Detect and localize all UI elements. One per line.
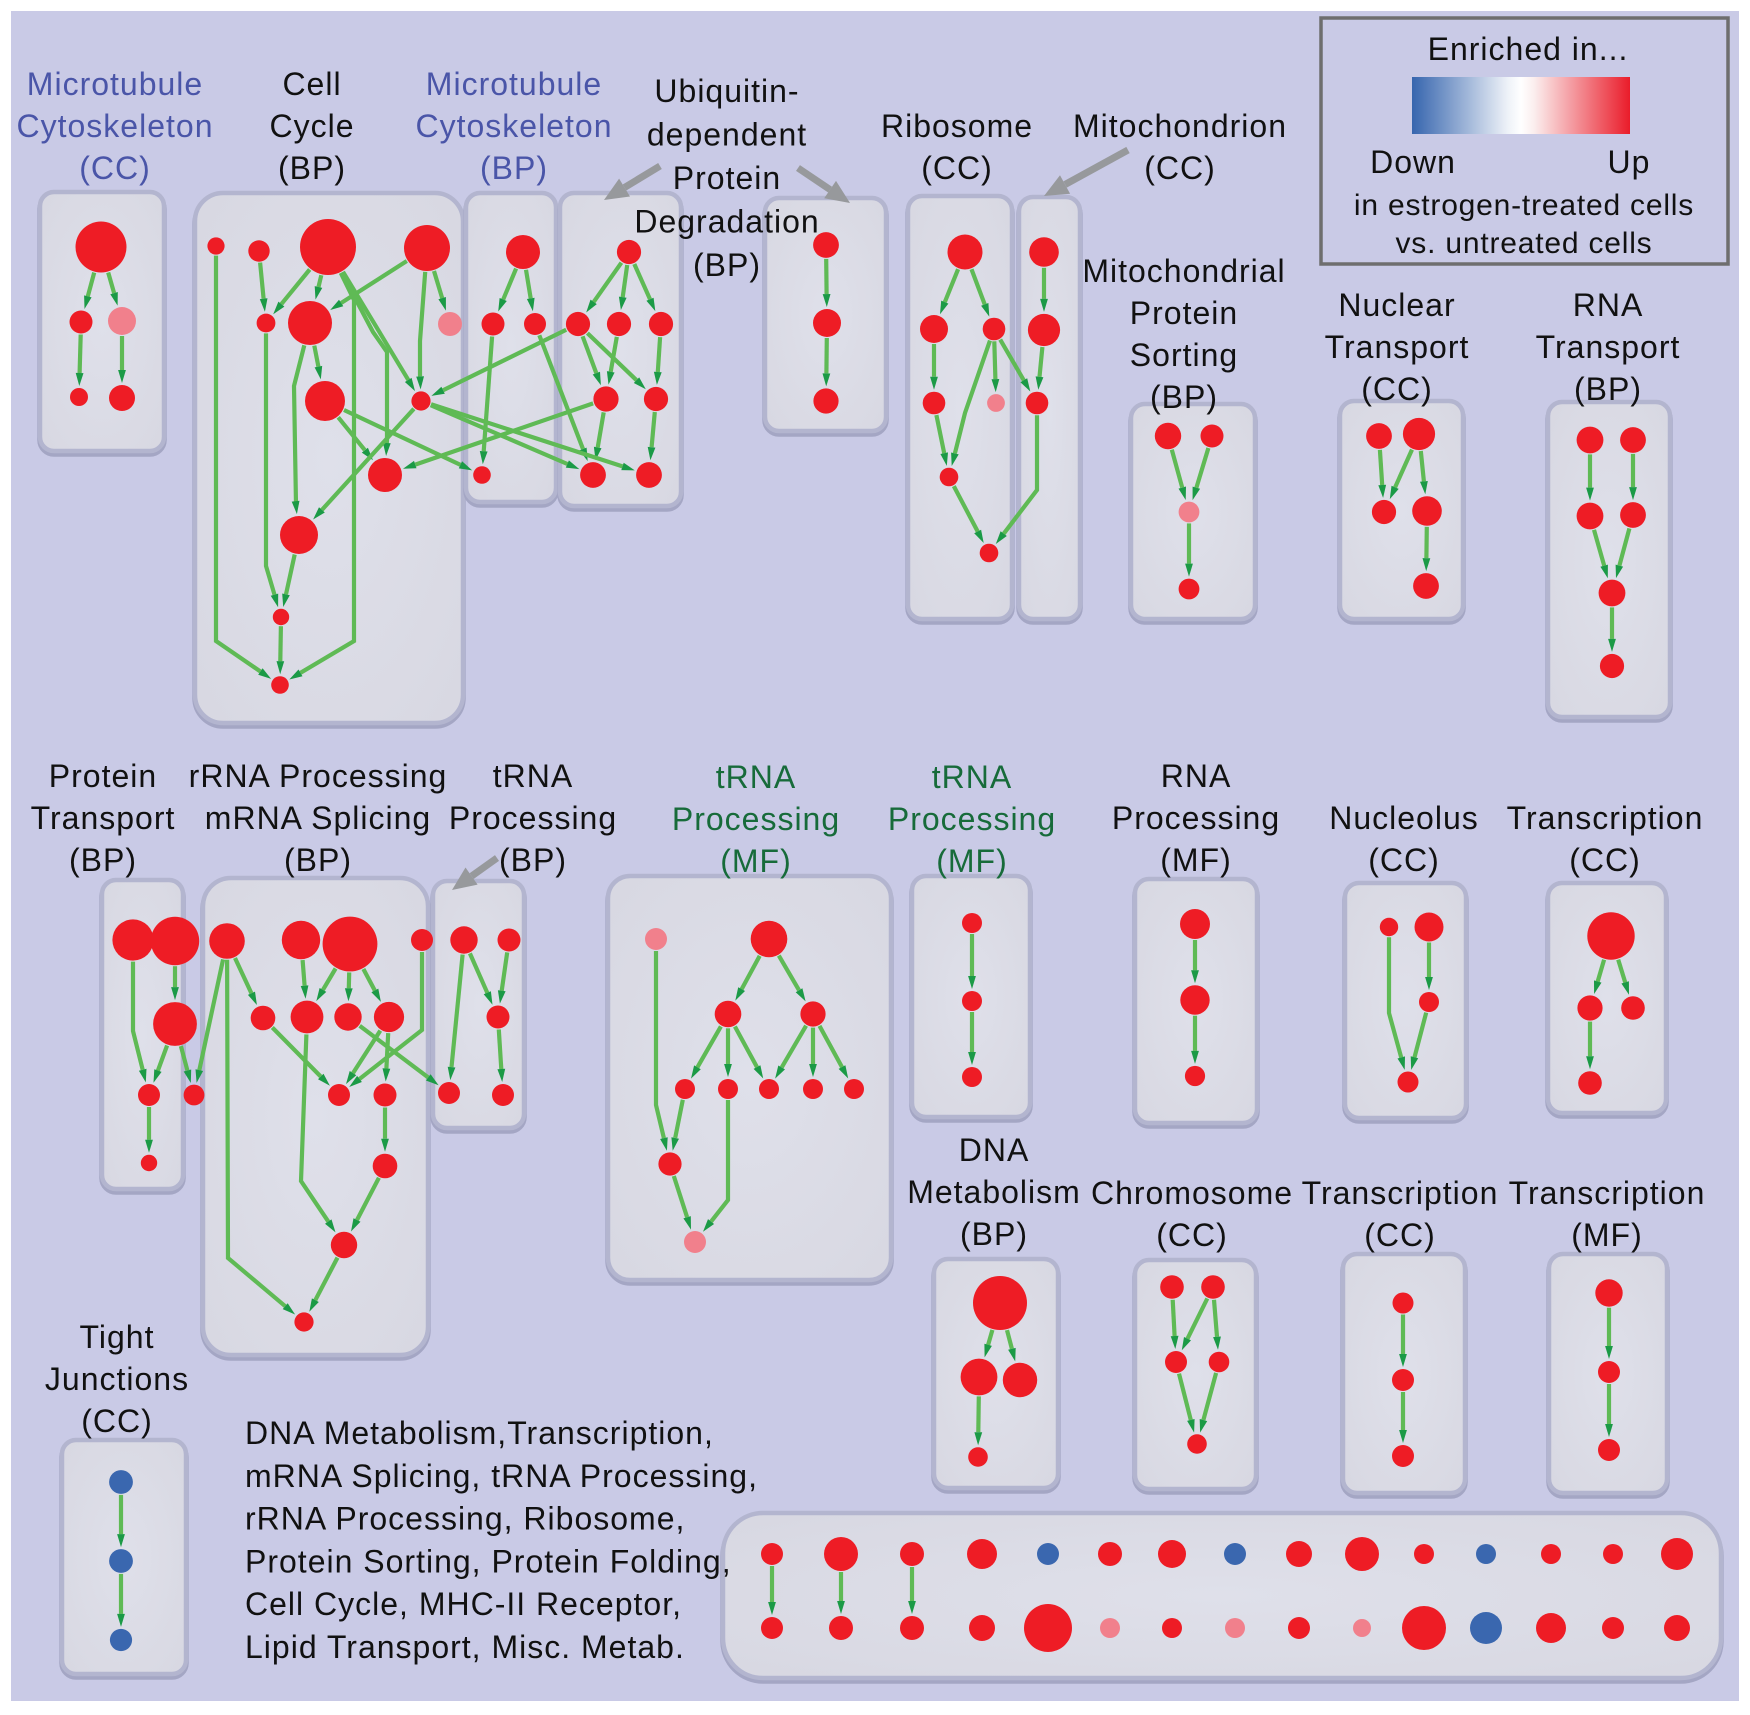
svg-text:(BP): (BP): [480, 150, 548, 186]
svg-text:(BP): (BP): [69, 842, 137, 878]
svg-text:(BP): (BP): [693, 247, 761, 283]
svg-text:(CC): (CC): [1368, 842, 1440, 878]
svg-text:rRNA Processing: rRNA Processing: [189, 758, 448, 794]
svg-text:Ribosome: Ribosome: [881, 108, 1033, 144]
svg-text:Nuclear: Nuclear: [1338, 287, 1455, 323]
svg-text:Mitochondrial: Mitochondrial: [1082, 253, 1285, 289]
svg-text:Down: Down: [1370, 144, 1456, 180]
svg-text:in estrogen-treated cells: in estrogen-treated cells: [1354, 189, 1694, 222]
svg-text:Microtubule: Microtubule: [27, 66, 203, 102]
svg-text:RNA: RNA: [1161, 758, 1232, 794]
svg-text:Up: Up: [1608, 144, 1651, 180]
svg-text:Mitochondrion: Mitochondrion: [1073, 108, 1287, 144]
svg-text:Protein: Protein: [673, 160, 781, 196]
svg-text:Cycle: Cycle: [269, 108, 354, 144]
svg-text:(MF): (MF): [1571, 1217, 1643, 1253]
svg-text:Cell: Cell: [282, 66, 341, 102]
svg-text:(CC): (CC): [81, 1403, 153, 1439]
svg-text:mRNA Splicing: mRNA Splicing: [205, 800, 431, 836]
svg-text:(BP): (BP): [1150, 379, 1218, 415]
svg-text:Processing: Processing: [1112, 800, 1280, 836]
svg-text:Protein: Protein: [49, 758, 157, 794]
svg-text:(CC): (CC): [1361, 371, 1433, 407]
svg-text:Transcription: Transcription: [1302, 1175, 1499, 1211]
svg-text:(MF): (MF): [936, 843, 1008, 879]
svg-text:Cell Cycle, MHC-II Receptor,: Cell Cycle, MHC-II Receptor,: [245, 1586, 682, 1622]
svg-text:Transcription: Transcription: [1507, 800, 1704, 836]
svg-text:Processing: Processing: [449, 800, 617, 836]
svg-text:vs. untreated cells: vs. untreated cells: [1396, 227, 1653, 260]
svg-text:Degradation: Degradation: [634, 204, 819, 240]
svg-text:Transcription: Transcription: [1509, 1175, 1706, 1211]
svg-text:(CC): (CC): [1144, 150, 1216, 186]
svg-text:Transport: Transport: [1536, 329, 1681, 365]
svg-text:Transport: Transport: [31, 800, 176, 836]
svg-text:Nucleolus: Nucleolus: [1329, 800, 1479, 836]
svg-text:(CC): (CC): [1364, 1217, 1436, 1253]
svg-text:Processing: Processing: [888, 801, 1056, 837]
svg-text:(BP): (BP): [1574, 371, 1642, 407]
svg-text:Chromosome: Chromosome: [1091, 1175, 1293, 1211]
svg-text:Tight: Tight: [80, 1319, 155, 1355]
svg-text:Sorting: Sorting: [1130, 337, 1238, 373]
svg-text:DNA: DNA: [959, 1132, 1030, 1168]
svg-text:tRNA: tRNA: [493, 758, 573, 794]
svg-text:Junctions: Junctions: [45, 1361, 189, 1397]
svg-text:(BP): (BP): [960, 1216, 1028, 1252]
svg-text:(CC): (CC): [921, 150, 993, 186]
svg-text:Ubiquitin-: Ubiquitin-: [654, 73, 799, 109]
svg-text:(BP): (BP): [499, 842, 567, 878]
svg-text:Cytoskeleton: Cytoskeleton: [17, 108, 214, 144]
svg-text:(MF): (MF): [1160, 842, 1232, 878]
svg-text:tRNA: tRNA: [716, 759, 796, 795]
svg-text:Protein Sorting, Protein Foldi: Protein Sorting, Protein Folding,: [245, 1543, 732, 1579]
svg-text:Cytoskeleton: Cytoskeleton: [416, 108, 613, 144]
svg-text:Enriched in...: Enriched in...: [1428, 31, 1629, 67]
svg-text:DNA Metabolism,Transcription,: DNA Metabolism,Transcription,: [245, 1415, 714, 1451]
svg-text:mRNA Splicing, tRNA Processing: mRNA Splicing, tRNA Processing,: [245, 1458, 758, 1494]
svg-text:Microtubule: Microtubule: [426, 66, 602, 102]
svg-text:Transport: Transport: [1325, 329, 1470, 365]
svg-text:RNA: RNA: [1573, 287, 1644, 323]
svg-text:tRNA: tRNA: [932, 759, 1012, 795]
svg-text:dependent: dependent: [647, 117, 807, 153]
svg-text:(BP): (BP): [284, 842, 352, 878]
svg-text:(CC): (CC): [1156, 1217, 1228, 1253]
svg-text:rRNA Processing, Ribosome,: rRNA Processing, Ribosome,: [245, 1501, 685, 1537]
svg-text:(BP): (BP): [278, 150, 346, 186]
svg-text:Processing: Processing: [672, 801, 840, 837]
svg-text:Metabolism: Metabolism: [907, 1174, 1081, 1210]
svg-text:Protein: Protein: [1130, 295, 1238, 331]
svg-text:(MF): (MF): [720, 843, 792, 879]
svg-text:(CC): (CC): [1569, 842, 1641, 878]
svg-text:(CC): (CC): [79, 150, 151, 186]
svg-text:Lipid Transport, Misc. Metab.: Lipid Transport, Misc. Metab.: [245, 1629, 685, 1665]
